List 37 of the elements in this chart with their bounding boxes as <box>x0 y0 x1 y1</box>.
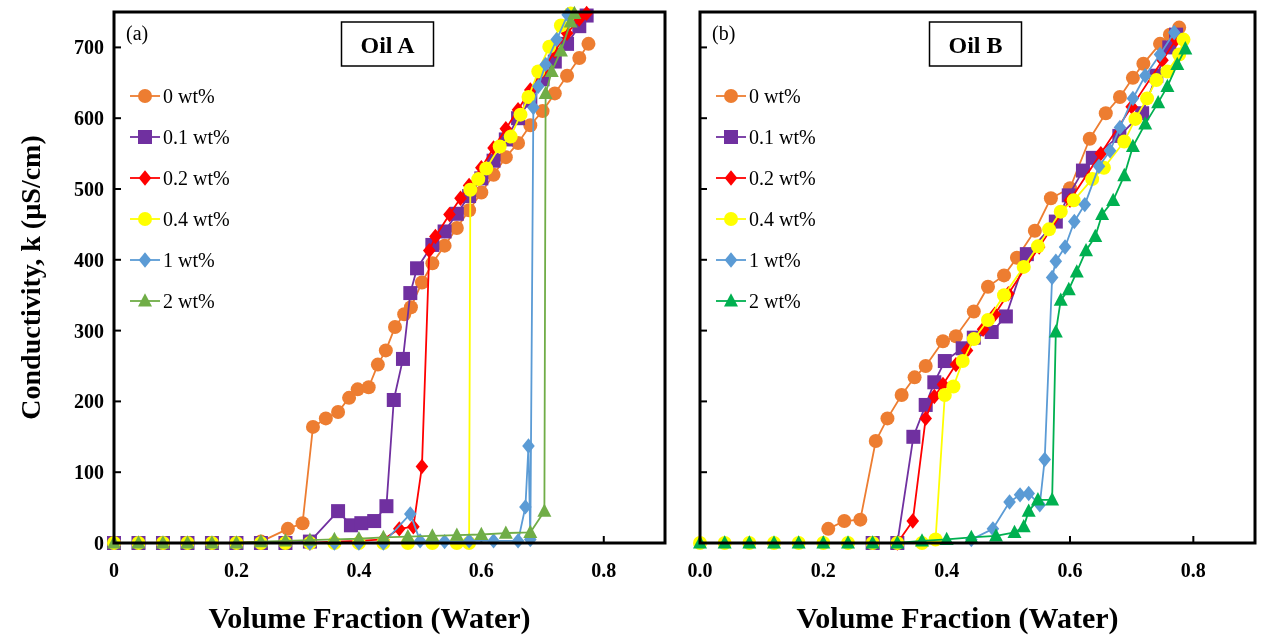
annotation: (a) <box>126 22 149 45</box>
legend-label: 1 wt% <box>749 249 801 271</box>
y-axis-title: Conductivity, k (µS/cm) <box>15 135 46 420</box>
legend-label: 0.4 wt% <box>163 208 230 230</box>
x-tick-label: 0.6 <box>468 559 494 581</box>
x-tick-label: 0.2 <box>810 559 836 581</box>
text: Oil A <box>360 32 416 58</box>
y-tick-label: 100 <box>74 461 104 484</box>
legend-label: 2 wt% <box>163 290 215 312</box>
y-tick-label: 200 <box>74 390 104 413</box>
text: Oil B <box>948 32 1003 58</box>
y-tick-label: 500 <box>74 178 104 200</box>
x-axis-title: Volume Fraction (Water) <box>208 601 531 635</box>
legend-label: 0.2 wt% <box>749 167 816 189</box>
x-tick-label: 0.0 <box>687 559 713 581</box>
x-tick-label: 0.2 <box>223 559 249 581</box>
legend-label: 1 wt% <box>163 249 215 271</box>
x-tick-label: 0.8 <box>591 559 617 581</box>
y-tick-label: 700 <box>74 36 104 59</box>
x-axis-title: Volume Fraction (Water) <box>796 601 1119 635</box>
x-tick-label: 0.8 <box>1180 559 1206 581</box>
x-tick-label: 0.4 <box>934 559 960 581</box>
legend-label: 0.4 wt% <box>749 208 816 230</box>
annotation: (b) <box>712 22 736 45</box>
legend-label: 0.2 wt% <box>163 167 230 189</box>
legend-label: 0 wt% <box>749 85 801 107</box>
x-tick-label: 0.4 <box>346 559 372 581</box>
y-tick-label: 300 <box>74 319 104 342</box>
y-tick-label: 600 <box>74 107 104 130</box>
legend-label: 0 wt% <box>163 85 215 107</box>
x-tick-label: 0.6 <box>1057 559 1083 581</box>
y-tick-label: 0 <box>94 532 104 554</box>
legend-label: 2 wt% <box>749 290 801 312</box>
x-tick-label: 0 <box>109 559 119 581</box>
legend-label: 0.1 wt% <box>163 126 230 148</box>
y-tick-label: 400 <box>74 248 104 271</box>
legend-label: 0.1 wt% <box>749 126 816 148</box>
